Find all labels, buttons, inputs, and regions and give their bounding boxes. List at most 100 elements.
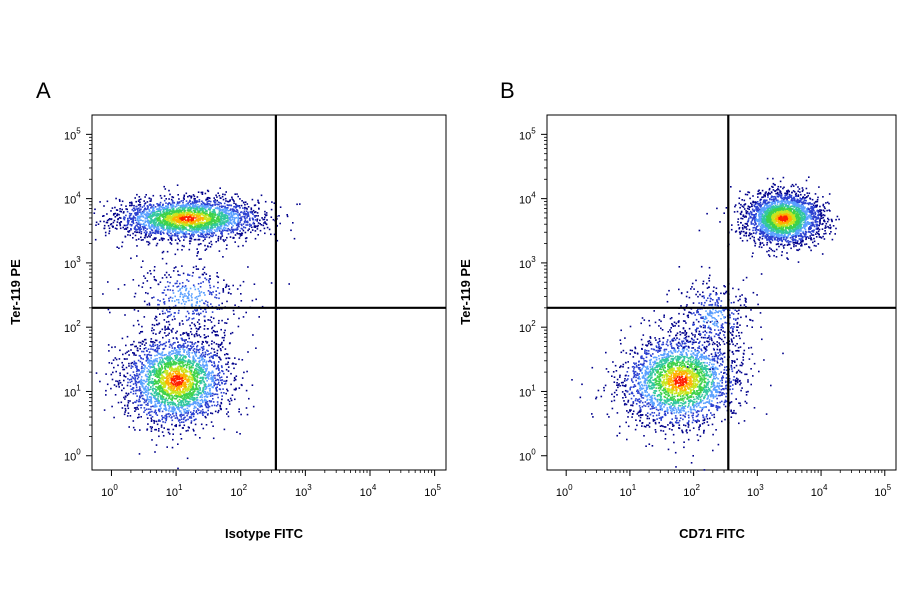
event-dot [177, 216, 180, 218]
event-dot [224, 239, 227, 241]
event-dot [244, 226, 247, 229]
event-dot [169, 343, 172, 346]
event-dot [207, 405, 210, 407]
event-dot [175, 216, 178, 218]
event-dot [108, 218, 111, 220]
event-dot [215, 343, 218, 345]
event-dot [120, 221, 122, 223]
event-dot [245, 224, 247, 226]
event-dot [189, 219, 191, 221]
event-dot [186, 457, 189, 460]
event-dot [234, 229, 236, 231]
event-dot [207, 245, 209, 248]
event-dot [173, 222, 176, 224]
event-dot [211, 235, 214, 238]
event-dot [193, 212, 196, 214]
event-dot [119, 349, 121, 352]
event-dot [128, 231, 130, 233]
event-dot [105, 373, 107, 375]
event-dot [165, 373, 168, 376]
event-dot [211, 392, 214, 395]
event-dot [166, 206, 169, 209]
event-dot [253, 225, 256, 227]
event-dot [186, 203, 189, 206]
event-dot [148, 235, 150, 237]
event-dot [189, 209, 192, 211]
event-dot [194, 226, 197, 228]
event-dot [198, 200, 201, 203]
event-dot [251, 226, 253, 229]
event-dot [168, 351, 171, 354]
event-dot [138, 203, 141, 206]
event-dot [137, 225, 139, 228]
event-dot [150, 430, 153, 432]
event-dot [121, 245, 123, 248]
event-dot [160, 374, 163, 377]
event-dot [167, 334, 169, 336]
event-dot [176, 208, 178, 210]
event-dot [217, 403, 219, 406]
event-dot [197, 221, 200, 223]
event-dot [216, 374, 219, 377]
event-dot [136, 368, 138, 371]
event-dot [208, 383, 210, 386]
event-dot [227, 210, 229, 212]
event-dot [177, 345, 179, 347]
event-dot [197, 349, 200, 351]
event-dot [190, 386, 192, 389]
event-dot [134, 208, 136, 210]
event-dot [247, 206, 250, 208]
event-dot [170, 232, 172, 235]
event-dot [149, 200, 151, 202]
event-dot [163, 229, 165, 231]
event-dot [111, 346, 113, 349]
event-dot [135, 239, 138, 241]
event-dot [230, 214, 233, 216]
event-dot [208, 209, 211, 211]
event-dot [232, 210, 234, 212]
event-dot [253, 226, 256, 228]
event-dot [149, 204, 152, 207]
event-dot [214, 214, 217, 216]
event-dot [219, 223, 222, 225]
event-dot [187, 383, 189, 386]
event-dot [207, 226, 210, 229]
event-dot [177, 231, 179, 233]
event-dot [237, 223, 239, 226]
event-dot [177, 207, 180, 209]
event-dot [160, 220, 162, 223]
event-dot [227, 361, 229, 363]
event-dot [241, 224, 243, 227]
event-dot [225, 227, 227, 229]
event-dot [164, 405, 167, 407]
event-dot [192, 218, 195, 220]
event-dot [137, 416, 139, 419]
event-dot [138, 400, 140, 403]
event-dot [139, 404, 142, 406]
event-dot [168, 219, 170, 221]
event-dot [203, 206, 206, 209]
event-dot [176, 201, 179, 203]
event-dot [217, 379, 220, 381]
event-dot [166, 250, 169, 253]
event-dot [187, 411, 189, 414]
event-dot [187, 378, 190, 381]
event-dot [159, 223, 161, 225]
event-dot [145, 194, 147, 196]
event-dot [114, 346, 116, 348]
event-dot [231, 331, 234, 334]
event-dot [171, 222, 173, 224]
event-dot [132, 402, 134, 404]
event-dot [199, 221, 201, 224]
event-dot [222, 230, 224, 232]
event-dot [194, 206, 196, 208]
event-dot [143, 211, 145, 214]
event-dot [146, 413, 148, 416]
event-dot [195, 360, 197, 362]
event-dot [165, 353, 167, 356]
event-dot [218, 203, 220, 206]
event-dot [171, 423, 173, 426]
event-dot [136, 213, 138, 216]
event-dot [231, 218, 234, 221]
event-dot [220, 202, 222, 205]
